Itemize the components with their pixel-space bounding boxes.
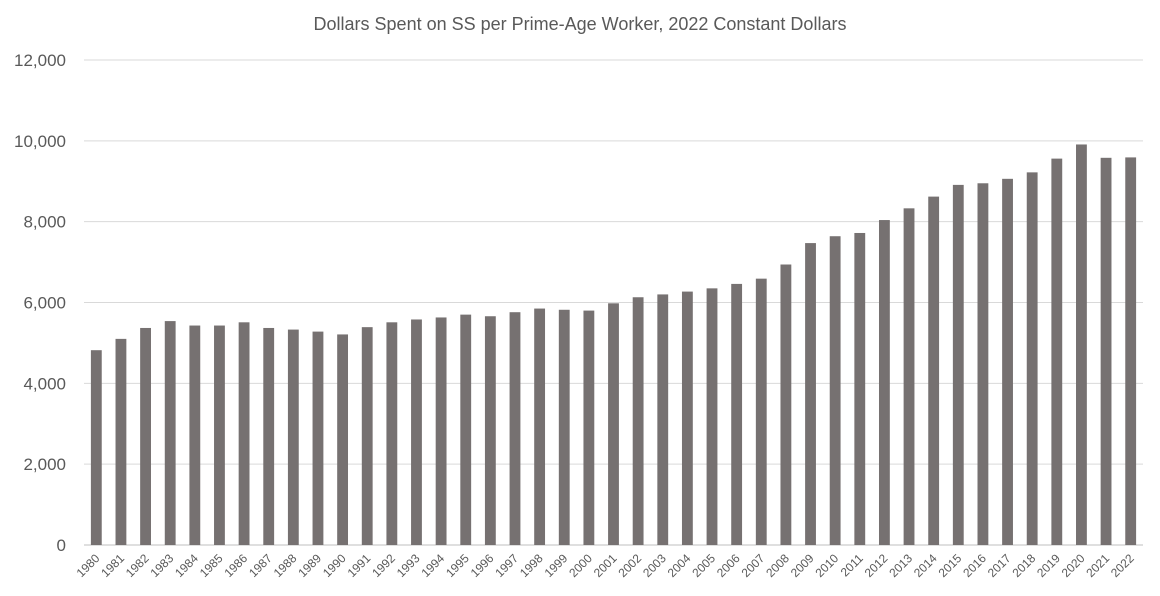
bar <box>214 325 225 545</box>
y-tick-label: 2,000 <box>23 455 66 474</box>
x-tick-label: 2002 <box>615 551 644 580</box>
bar <box>90 350 102 545</box>
bar <box>115 338 127 545</box>
bar <box>854 232 866 545</box>
bar <box>337 334 349 545</box>
bar <box>189 325 201 545</box>
bar <box>1051 158 1063 545</box>
x-tick-label: 2001 <box>591 551 620 580</box>
x-tick-label: 2021 <box>1083 551 1112 580</box>
bar <box>928 196 940 545</box>
bar <box>534 308 546 545</box>
x-tick-label: 2005 <box>689 551 718 580</box>
bar <box>558 309 570 545</box>
x-tick-label: 1987 <box>246 551 275 580</box>
bar <box>1026 172 1038 545</box>
bar <box>829 236 841 545</box>
x-tick-label: 1997 <box>492 551 521 580</box>
x-tick-label: 1989 <box>295 551 324 580</box>
bar <box>435 317 447 545</box>
x-tick-label: 2007 <box>739 551 768 580</box>
x-tick-label: 1990 <box>320 551 349 580</box>
x-tick-label: 2008 <box>763 551 792 580</box>
bar <box>361 327 373 545</box>
bar <box>509 312 521 545</box>
bar <box>681 291 693 545</box>
y-tick-label: 0 <box>57 536 66 555</box>
x-tick-label: 1996 <box>468 551 497 580</box>
x-tick-label: 2016 <box>960 551 989 580</box>
bar <box>263 327 275 545</box>
x-tick-label: 1986 <box>221 551 250 580</box>
x-tick-label: 1985 <box>197 551 226 580</box>
x-tick-label: 2020 <box>1059 551 1088 580</box>
x-tick-label: 2017 <box>985 551 1014 580</box>
bar <box>805 243 816 545</box>
bar <box>386 322 398 545</box>
bar <box>484 316 496 545</box>
x-tick-label: 2014 <box>911 551 940 580</box>
bar <box>1002 178 1013 545</box>
bars <box>90 144 1137 546</box>
bar <box>731 283 743 545</box>
bar <box>977 183 989 546</box>
bar <box>657 294 669 545</box>
bar <box>632 297 644 545</box>
bar <box>608 303 619 545</box>
x-tick-label: 2015 <box>936 551 965 580</box>
x-tick-label: 1992 <box>369 551 398 580</box>
y-tick-label: 12,000 <box>14 51 66 70</box>
bar <box>238 322 250 545</box>
bar <box>952 184 964 545</box>
x-tick-label: 1988 <box>271 551 300 580</box>
x-tick-label: 1994 <box>418 551 447 580</box>
bar <box>1125 157 1137 545</box>
bar <box>140 327 151 545</box>
bar <box>164 321 176 545</box>
x-tick-label: 2019 <box>1034 551 1063 580</box>
x-tick-label: 2011 <box>838 551 866 579</box>
x-tick-label: 1982 <box>123 551 152 580</box>
x-tick-label: 2010 <box>812 551 841 580</box>
x-tick-label: 1981 <box>98 551 127 580</box>
y-tick-label: 10,000 <box>14 132 66 151</box>
x-tick-label: 1984 <box>172 551 201 580</box>
chart-title: Dollars Spent on SS per Prime-Age Worker… <box>313 14 847 34</box>
y-tick-label: 4,000 <box>23 374 66 393</box>
bar <box>1100 157 1112 545</box>
x-axis-ticks: 1980198119821983198419851986198719881989… <box>74 551 1137 580</box>
bar <box>780 264 792 545</box>
x-tick-label: 2003 <box>640 551 669 580</box>
bar <box>755 278 767 545</box>
x-tick-label: 1991 <box>345 551 374 580</box>
x-tick-label: 1995 <box>443 551 472 580</box>
y-tick-label: 8,000 <box>23 213 66 232</box>
x-tick-label: 2022 <box>1108 551 1137 580</box>
x-tick-label: 2018 <box>1010 551 1039 580</box>
bar <box>460 314 472 545</box>
bar <box>903 208 915 545</box>
x-tick-label: 2006 <box>714 551 743 580</box>
x-tick-label: 2012 <box>862 551 891 580</box>
bar <box>1076 144 1087 546</box>
bar <box>312 331 324 545</box>
x-tick-label: 1983 <box>148 551 177 580</box>
bar <box>583 310 595 545</box>
bar <box>878 220 890 546</box>
x-tick-label: 2004 <box>665 551 694 580</box>
y-axis-ticks: 0 2,000 4,000 6,000 8,000 10,000 12,000 <box>14 51 66 555</box>
x-tick-label: 2009 <box>788 551 817 580</box>
bar <box>287 329 299 545</box>
x-tick-label: 1999 <box>542 551 571 580</box>
x-tick-label: 1980 <box>74 551 103 580</box>
x-tick-label: 1998 <box>517 551 546 580</box>
bar <box>706 288 718 545</box>
x-tick-label: 2000 <box>566 551 595 580</box>
x-tick-label: 2013 <box>886 551 915 580</box>
y-tick-label: 6,000 <box>23 294 66 313</box>
x-tick-label: 1993 <box>394 551 423 580</box>
bar <box>411 319 422 545</box>
